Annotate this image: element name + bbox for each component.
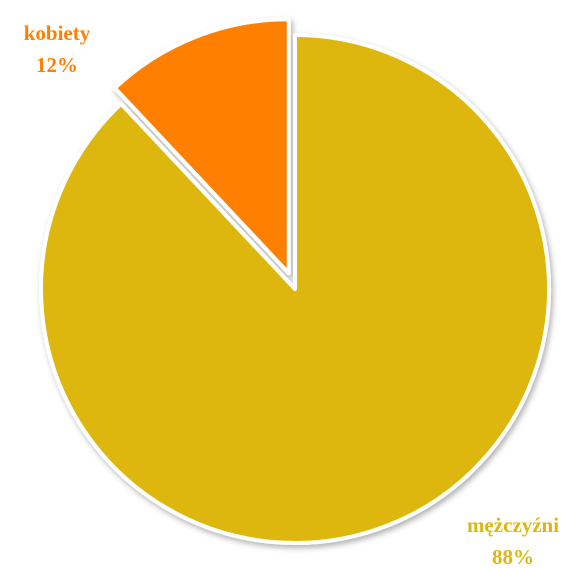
slice-label: kobiety xyxy=(24,21,91,45)
pie xyxy=(39,17,551,545)
slice-value-label: 12% xyxy=(36,53,78,77)
slice-value-label: 88% xyxy=(492,545,534,568)
pie-slice xyxy=(39,33,551,545)
pie-slice xyxy=(112,17,291,276)
slice-label: mężczyźni xyxy=(467,513,559,537)
